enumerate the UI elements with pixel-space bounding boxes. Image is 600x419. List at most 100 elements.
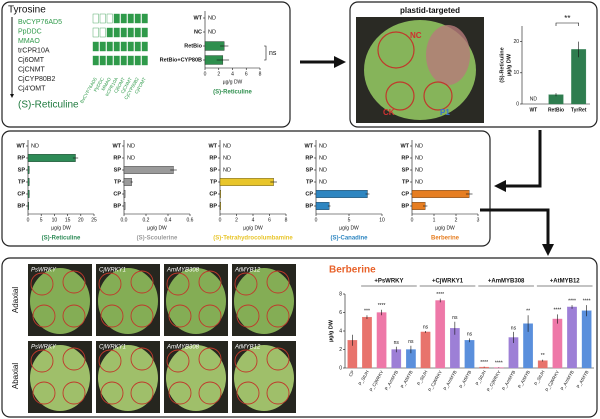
construct-block — [92, 55, 99, 66]
leaf — [234, 268, 294, 334]
leaf — [30, 268, 90, 334]
bar — [537, 360, 548, 369]
construct-block — [120, 13, 127, 24]
y-tick-label: 4 — [339, 328, 342, 334]
leaf-column-label: AmMYB308 — [166, 345, 200, 351]
value-label: ND — [319, 143, 327, 149]
leaf-label: CK — [383, 108, 395, 117]
construct-block — [113, 27, 120, 38]
significance-label: ns — [269, 50, 277, 57]
bar — [571, 49, 587, 105]
category-label: WT — [208, 143, 217, 149]
infiltration-circle — [62, 270, 86, 294]
category-label: BP — [113, 203, 121, 209]
x-tick-label: 3 — [477, 217, 480, 223]
bar — [435, 300, 446, 369]
construct-gene-label: MMAO — [100, 76, 112, 91]
category-label: RetBio+CYP80B — [160, 57, 202, 63]
category-label: TyrRet — [571, 107, 587, 113]
bar — [219, 178, 274, 186]
construct-block — [113, 41, 120, 52]
x-tick-label: 6 — [268, 217, 271, 223]
panel-a-box — [1, 1, 291, 128]
infiltration-circle — [266, 381, 290, 405]
value-label: ND — [31, 143, 39, 149]
category-label: CP — [348, 370, 355, 378]
gene-name: trCPR10A — [18, 47, 50, 54]
construct-block — [99, 55, 106, 66]
category-label: P_CjWRKY — [486, 370, 502, 393]
category-label: CP — [17, 191, 25, 197]
category-label: P_AmMYB — [560, 370, 575, 392]
x-tick-label: 5 — [348, 217, 351, 223]
arrow — [494, 130, 542, 192]
x-tick-label: 0.0 — [121, 217, 128, 223]
category-label: CP — [209, 191, 217, 197]
x-tick-label: 25 — [91, 217, 97, 223]
infiltration-circle — [100, 304, 124, 328]
category-label: TP — [402, 179, 409, 185]
construct-block — [113, 13, 120, 24]
construct-block — [127, 13, 134, 24]
infiltration-circle — [198, 304, 222, 328]
construct-block — [127, 27, 134, 38]
construct-block — [106, 13, 113, 24]
bar — [315, 202, 330, 210]
group-label: +AtMYB12 — [550, 279, 581, 285]
construct-block — [92, 41, 99, 52]
construct-block — [141, 55, 148, 66]
category-label: NC — [194, 29, 202, 35]
gene-name: MMAO — [18, 38, 40, 45]
infiltration-circle — [130, 381, 154, 405]
significance-label: **** — [583, 298, 591, 304]
x-axis-label: µg/g DW — [51, 225, 71, 231]
category-label: RP — [113, 155, 121, 161]
bar — [411, 190, 470, 198]
chart-title: (S)-Reticuline — [213, 90, 252, 96]
significance-label: **** — [480, 360, 488, 366]
gene-name: CjCYP80B2 — [18, 76, 55, 83]
infiltration-circle — [236, 381, 260, 405]
construct-block — [106, 41, 113, 52]
category-label: RP — [401, 155, 409, 161]
significance-label: **** — [553, 308, 561, 314]
bar — [567, 306, 577, 369]
category-label: P_CjWRKY — [544, 370, 560, 393]
gene-name: PpDDC — [18, 28, 42, 35]
construct-block — [106, 55, 113, 66]
x-tick-label: 0 — [315, 217, 318, 223]
leaf-column-label: PsWRKY — [31, 268, 57, 274]
category-label: BP — [17, 203, 25, 209]
panel-d-box — [1, 257, 598, 418]
significance-label: ** — [564, 14, 570, 23]
construct-block — [120, 55, 127, 66]
category-label: RP — [209, 155, 217, 161]
y-axis-label: (S)-Reticuline — [499, 47, 505, 82]
category-label: RP — [305, 155, 313, 161]
bar — [123, 202, 126, 210]
leaf — [30, 345, 90, 411]
category-label: P_StUH — [416, 370, 428, 387]
value-label: ND — [127, 155, 135, 161]
y-axis-unit: µg/g DW — [506, 53, 512, 76]
significance-label: ns — [394, 340, 400, 346]
value-label: ND — [319, 167, 327, 173]
infiltration-circle — [32, 381, 56, 405]
x-tick-label: 1 — [433, 217, 436, 223]
y-tick-label: 20 — [513, 39, 519, 45]
infiltration-circle — [98, 272, 122, 296]
bar — [315, 190, 368, 198]
x-tick-label: 4 — [231, 71, 234, 77]
panel-b-box — [349, 1, 598, 128]
value-label: ND — [530, 96, 538, 102]
infiltration-circle — [130, 347, 154, 371]
category-label: TP — [18, 179, 25, 185]
category-label: CP — [401, 191, 409, 197]
construct-block — [134, 41, 141, 52]
chart-title: Berberine — [431, 236, 460, 242]
value-label: ND — [223, 143, 231, 149]
category-label: P_AtMYB — [517, 370, 531, 389]
construct-block — [106, 27, 113, 38]
bar — [123, 178, 132, 186]
